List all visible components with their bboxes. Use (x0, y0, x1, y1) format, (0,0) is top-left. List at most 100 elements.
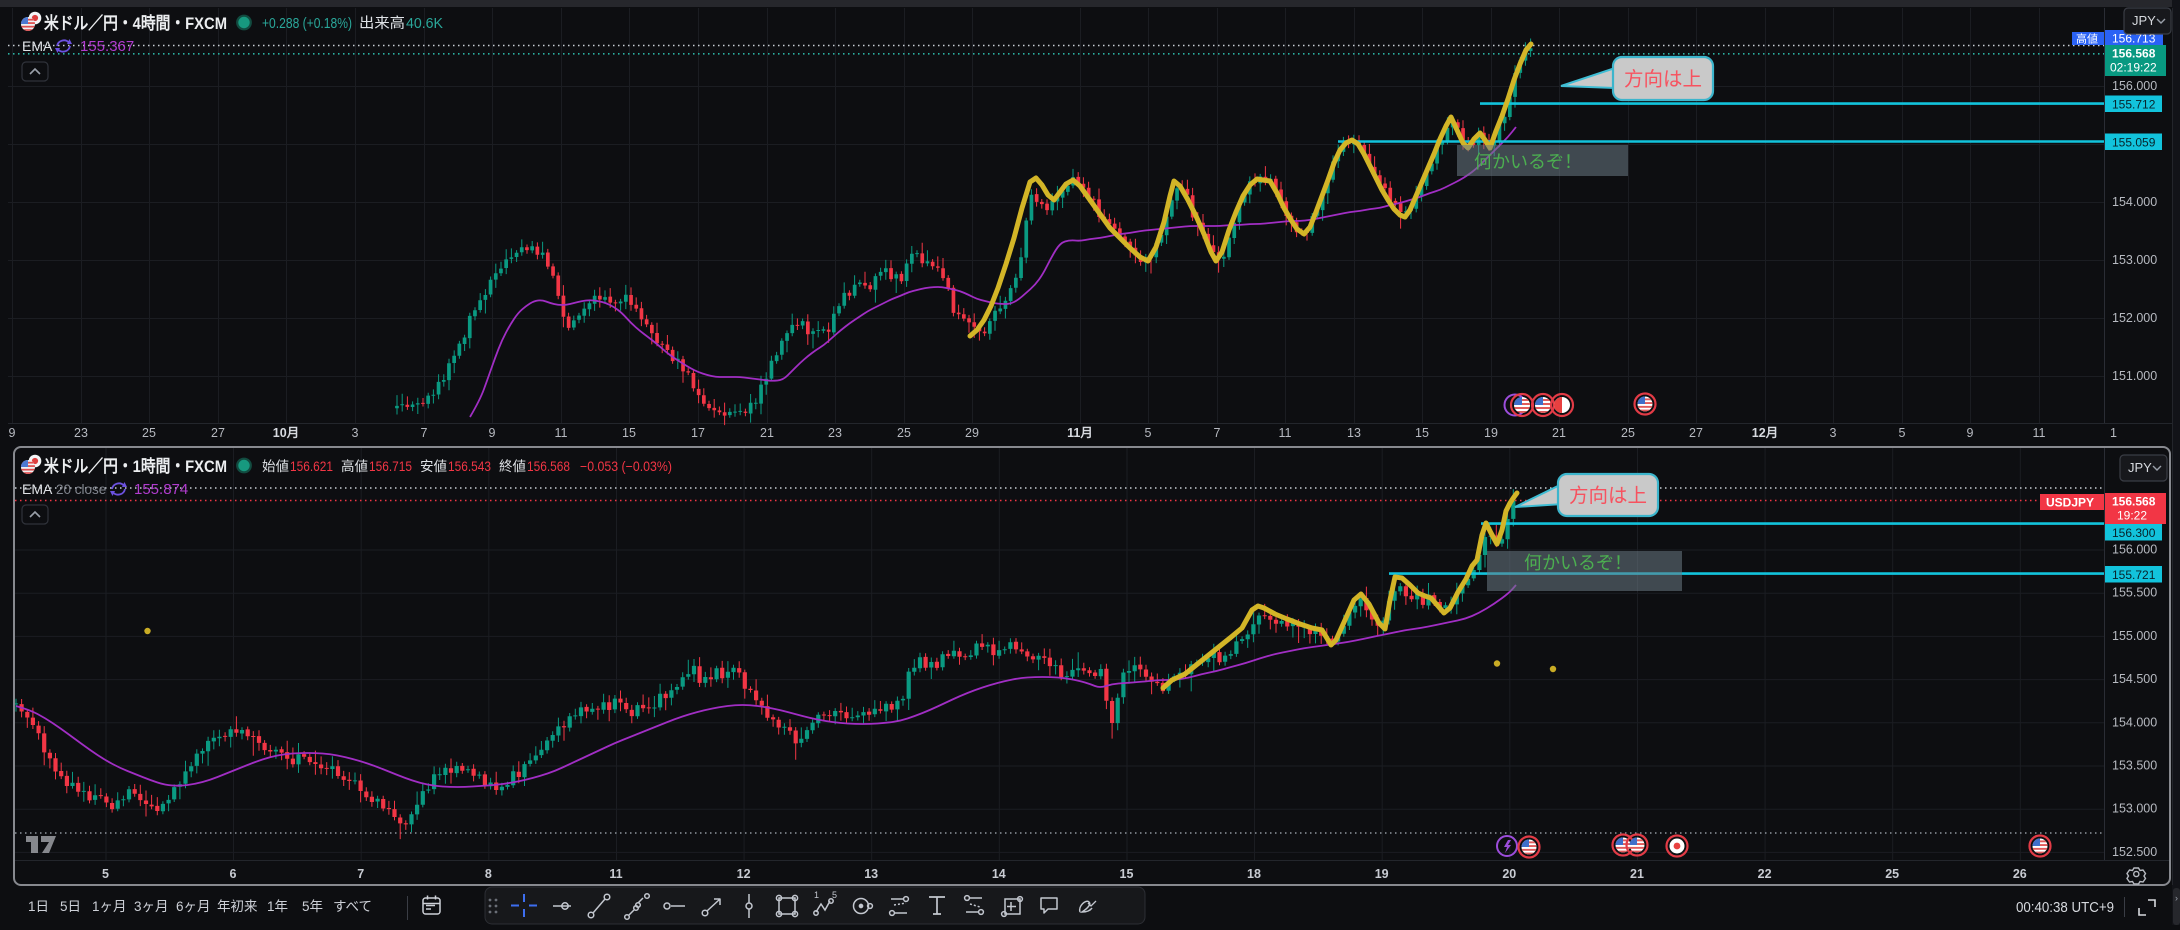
svg-text:156.000: 156.000 (2112, 79, 2157, 93)
svg-text:7: 7 (1214, 426, 1221, 440)
svg-text:19:22: 19:22 (2117, 509, 2147, 523)
svg-text:9: 9 (9, 426, 16, 440)
svg-text:10月: 10月 (273, 426, 299, 440)
svg-text:年初来: 年初来 (217, 898, 258, 914)
svg-text:7: 7 (421, 426, 428, 440)
svg-text:155.059: 155.059 (2112, 136, 2156, 150)
svg-text:156.621: 156.621 (290, 459, 333, 474)
svg-text:26: 26 (2013, 867, 2027, 881)
svg-text:12月: 12月 (1752, 426, 1778, 440)
svg-text:5日: 5日 (60, 899, 81, 914)
svg-text:02:19:22: 02:19:22 (2110, 61, 2157, 75)
svg-text:25: 25 (1621, 426, 1635, 440)
svg-text:21: 21 (760, 426, 774, 440)
svg-text:7: 7 (357, 867, 364, 881)
svg-text:何かいるぞ！: 何かいるぞ！ (1474, 152, 1582, 172)
svg-text:終値: 終値 (499, 459, 526, 474)
svg-text:11: 11 (555, 426, 568, 440)
svg-text:出来高: 出来高 (359, 15, 405, 32)
svg-text:5年: 5年 (302, 899, 323, 914)
svg-text:5: 5 (1899, 426, 1906, 440)
svg-text:155.500: 155.500 (2112, 586, 2157, 600)
svg-text:19: 19 (1484, 426, 1498, 440)
svg-text:21: 21 (1552, 426, 1566, 440)
svg-text:1ヶ月: 1ヶ月 (92, 899, 127, 914)
svg-text:154.500: 154.500 (2112, 672, 2157, 686)
svg-text:153.000: 153.000 (2112, 253, 2157, 267)
svg-text:15: 15 (1415, 426, 1429, 440)
svg-text:22: 22 (1758, 867, 1772, 881)
svg-text:11月: 11月 (1067, 426, 1093, 440)
svg-text:9: 9 (489, 426, 496, 440)
svg-text:JPY: JPY (2128, 460, 2152, 475)
svg-text:21: 21 (1630, 867, 1644, 881)
svg-text:USDJPY: USDJPY (2046, 496, 2094, 510)
svg-text:40.6K: 40.6K (406, 16, 443, 32)
svg-text:EMA: EMA (22, 38, 53, 54)
svg-text:156.715: 156.715 (369, 459, 412, 474)
svg-text:29: 29 (965, 426, 979, 440)
svg-text:155.721: 155.721 (2112, 568, 2156, 582)
svg-text:何かいるぞ！: 何かいるぞ！ (1524, 553, 1632, 573)
svg-text:8: 8 (485, 867, 492, 881)
svg-text:5: 5 (102, 867, 109, 881)
svg-text:25: 25 (897, 426, 911, 440)
svg-text:13: 13 (1347, 426, 1361, 440)
svg-text:5: 5 (832, 890, 837, 900)
svg-text:1: 1 (2110, 426, 2117, 440)
svg-text:始値: 始値 (262, 459, 289, 474)
svg-text:156.568: 156.568 (2112, 47, 2156, 61)
svg-text:20: 20 (1502, 867, 1516, 881)
svg-text:156.300: 156.300 (2112, 526, 2156, 540)
svg-text:18: 18 (1247, 867, 1261, 881)
svg-text:9: 9 (1967, 426, 1974, 440)
svg-text:1年: 1年 (267, 899, 288, 914)
svg-text:17: 17 (691, 426, 705, 440)
svg-text:11: 11 (2033, 426, 2046, 440)
svg-text:6ヶ月: 6ヶ月 (176, 899, 211, 914)
svg-text:23: 23 (828, 426, 842, 440)
svg-text:3: 3 (1830, 426, 1837, 440)
svg-text:156.568: 156.568 (527, 459, 570, 474)
svg-text:EMA: EMA (22, 481, 53, 497)
svg-text:151.000: 151.000 (2112, 369, 2157, 383)
svg-text:152.000: 152.000 (2112, 311, 2157, 325)
svg-text:3ヶ月: 3ヶ月 (134, 899, 169, 914)
svg-text:27: 27 (1689, 426, 1703, 440)
svg-text:JPY: JPY (2132, 13, 2156, 28)
svg-text:154.000: 154.000 (2112, 195, 2157, 209)
svg-text:19: 19 (1375, 867, 1389, 881)
svg-text:方向は上: 方向は上 (1569, 485, 1647, 507)
svg-text:27: 27 (211, 426, 225, 440)
svg-text:155.712: 155.712 (2112, 98, 2156, 112)
svg-text:156.568: 156.568 (2112, 495, 2156, 509)
svg-text:6: 6 (230, 867, 237, 881)
svg-text:155.000: 155.000 (2112, 629, 2157, 643)
svg-text:155.367: 155.367 (80, 38, 134, 55)
svg-text:すべて: すべて (333, 899, 372, 914)
svg-text:1日: 1日 (28, 899, 49, 914)
svg-text:25: 25 (142, 426, 156, 440)
svg-text:20 close: 20 close (56, 482, 106, 497)
svg-text:00:40:38 UTC+9: 00:40:38 UTC+9 (2016, 900, 2114, 916)
svg-text:高値: 高値 (341, 458, 368, 474)
svg-text:14: 14 (992, 867, 1006, 881)
svg-text:15: 15 (622, 426, 636, 440)
svg-text:›: › (2175, 893, 2178, 903)
svg-text:15: 15 (1120, 867, 1134, 881)
svg-text:152.500: 152.500 (2112, 845, 2157, 859)
svg-text:米ドル／円・1時間・FXCM: 米ドル／円・1時間・FXCM (44, 456, 227, 476)
svg-text:23: 23 (74, 426, 88, 440)
svg-text:安値: 安値 (420, 459, 447, 474)
svg-text:1: 1 (814, 890, 819, 900)
svg-text:3: 3 (352, 426, 359, 440)
svg-text:153.000: 153.000 (2112, 802, 2157, 816)
svg-text:156.543: 156.543 (448, 459, 491, 474)
svg-text:高値: 高値 (2076, 32, 2098, 46)
svg-text:156.000: 156.000 (2112, 543, 2157, 557)
svg-text:+0.288 (+0.18%): +0.288 (+0.18%) (262, 16, 352, 32)
svg-text:12: 12 (737, 867, 751, 881)
svg-text:11: 11 (609, 867, 622, 881)
svg-text:156.713: 156.713 (2112, 32, 2156, 46)
svg-text:11: 11 (1279, 426, 1292, 440)
